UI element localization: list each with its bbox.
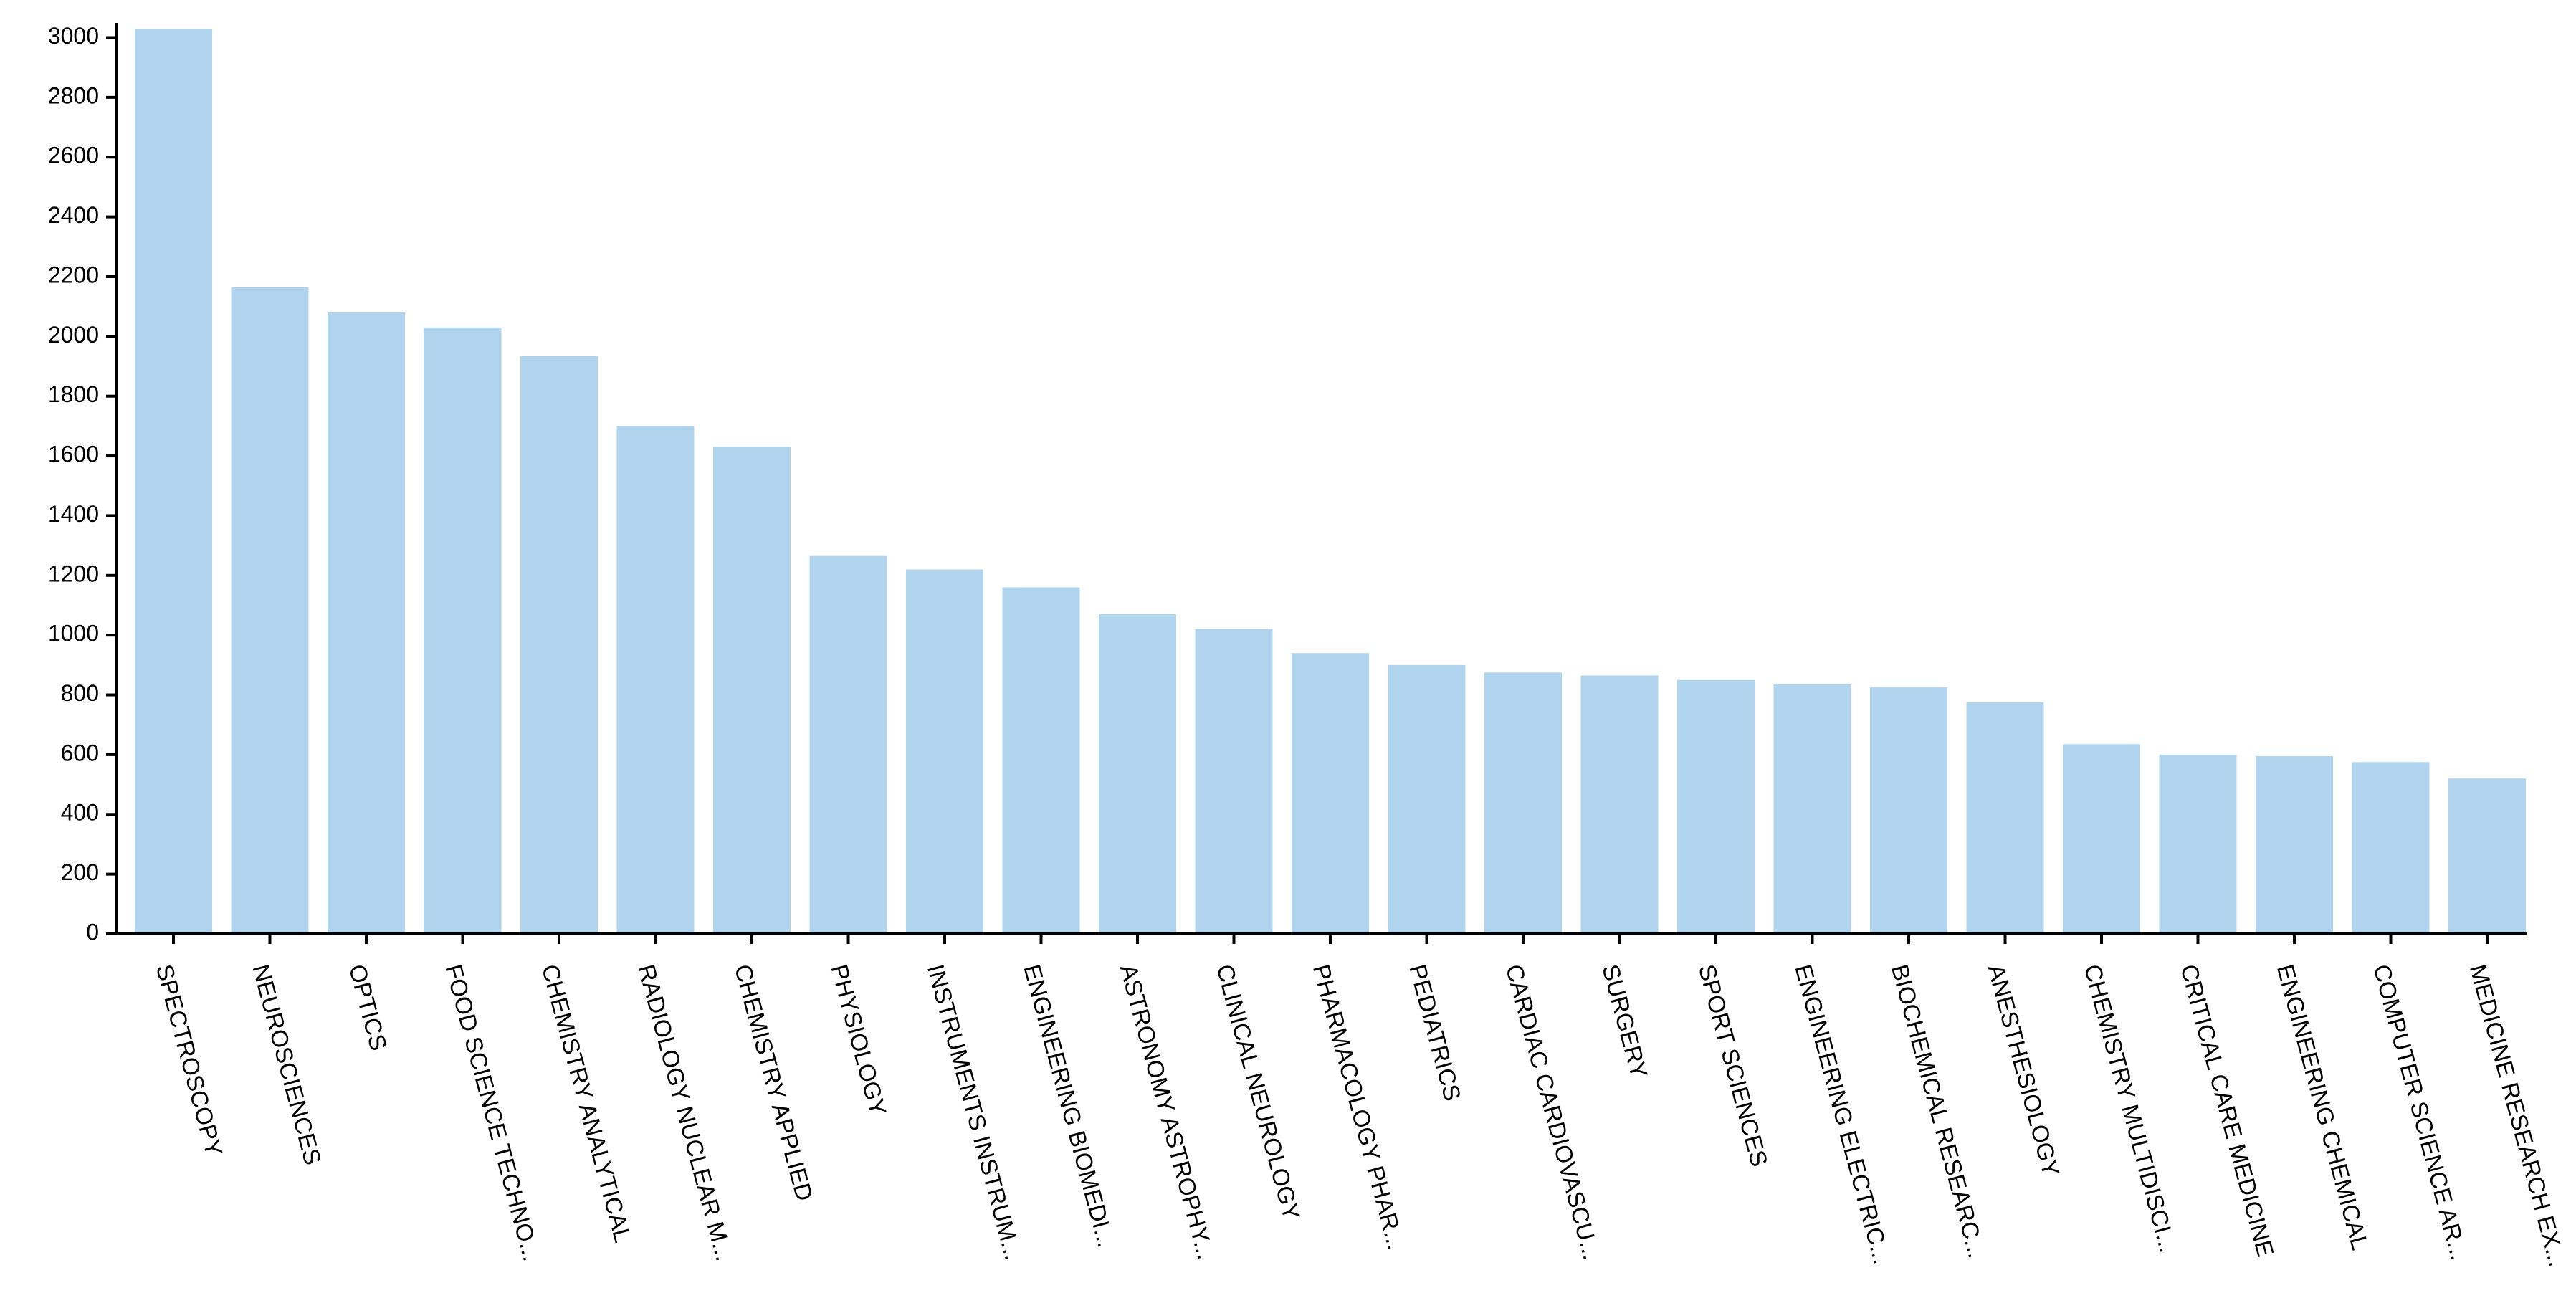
x-tick-label: COMPUTER SCIENCE AR...	[2368, 961, 2473, 1262]
bar	[231, 287, 309, 935]
y-tick-label: 2200	[48, 262, 99, 287]
bar	[1870, 687, 1947, 934]
x-tick-label: SPORT SCIENCES	[1694, 961, 1773, 1169]
x-tick-label: PHYSIOLOGY	[826, 961, 892, 1118]
x-tick-label: MEDICINE RESEARCH EX...	[2465, 961, 2571, 1269]
bar	[1484, 672, 1562, 934]
y-tick-label: 1000	[48, 621, 99, 646]
y-tick-label: 200	[61, 859, 99, 885]
bar	[1966, 702, 2044, 934]
x-tick-label: PHARMACOLOGY PHAR...	[1308, 961, 1410, 1252]
bars-layer	[135, 29, 2526, 935]
bar	[1580, 675, 1659, 934]
bar	[2352, 762, 2430, 934]
x-tick-label: ENGINEERING CHEMICAL	[2272, 961, 2374, 1252]
y-tick-label: 400	[61, 800, 99, 826]
y-tick-label: 1200	[48, 560, 99, 586]
x-tick-label: FOOD SCIENCE TECHNO...	[440, 961, 545, 1264]
bar	[1099, 614, 1176, 934]
bar	[424, 327, 502, 934]
bar	[2063, 744, 2140, 934]
bar	[1195, 629, 1273, 934]
bar	[2448, 778, 2526, 934]
x-tick-label: CHEMISTRY APPLIED	[730, 961, 819, 1203]
x-tick-label: INSTRUMENTS INSTRUM...	[922, 961, 1027, 1262]
x-axis: SPECTROSCOPY NEUROSCIENCES OPTICS FOOD SCIE…	[116, 932, 2571, 1269]
x-tick-label: SURGERY	[1597, 961, 1653, 1081]
y-axis: 0 200 400 600 800 1000 1200 1400 1600 1800 2000 220…	[48, 23, 118, 945]
bar	[520, 356, 598, 934]
bar	[1677, 679, 1755, 934]
x-tick-label: OPTICS	[344, 961, 393, 1053]
x-tick-label: CHEMISTRY ANALYTICAL	[537, 961, 636, 1245]
bar	[616, 426, 695, 934]
x-tick-label: CLINICAL NEUROLOGY	[1211, 961, 1305, 1222]
y-tick-label: 2400	[48, 202, 99, 228]
x-tick-label: SPECTROSCOPY	[151, 961, 228, 1158]
y-tick-label: 800	[61, 680, 99, 706]
bar	[1388, 664, 1466, 934]
bar	[2256, 756, 2333, 934]
bar	[1773, 684, 1851, 934]
y-tick-label: 1600	[48, 442, 99, 467]
x-tick-label: ENGINEERING ELECTRIC...	[1790, 961, 1895, 1266]
y-tick-label: 1800	[48, 381, 99, 407]
bar	[135, 29, 212, 934]
bar	[809, 555, 887, 934]
x-tick-label: CARDIAC CARDIOVASCU...	[1501, 961, 1606, 1262]
y-tick-label: 2600	[48, 143, 99, 168]
x-tick-label: CHEMISTRY MULTIDISCI...	[2079, 961, 2182, 1255]
y-tick-label: 2000	[48, 322, 99, 348]
x-tick-label: BIOCHEMICAL RESEARC...	[1886, 961, 1990, 1261]
y-tick-label: 0	[86, 919, 99, 945]
y-tick-label: 3000	[48, 23, 99, 49]
x-tick-label: PEDIATRICS	[1404, 961, 1466, 1104]
bar	[328, 312, 405, 934]
bar	[1002, 587, 1080, 934]
x-tick-label: CRITICAL CARE MEDICINE	[2175, 961, 2279, 1259]
x-tick-label: NEUROSCIENCES	[247, 961, 326, 1168]
bar	[2159, 754, 2237, 934]
y-tick-label: 2800	[48, 82, 99, 108]
x-tick-label: ASTRONOMY ASTROPHY...	[1115, 961, 1220, 1261]
x-tick-label: RADIOLOGY NUCLEAR M...	[633, 961, 738, 1264]
bar	[906, 569, 983, 934]
x-tick-label: ENGINEERING BIOMEDI...	[1019, 961, 1120, 1250]
y-tick-label: 1400	[48, 501, 99, 527]
x-tick-label: ANESTHESIOLOGY	[1983, 961, 2065, 1179]
bar	[1292, 653, 1369, 934]
bar	[713, 447, 791, 934]
y-tick-label: 600	[61, 740, 99, 765]
